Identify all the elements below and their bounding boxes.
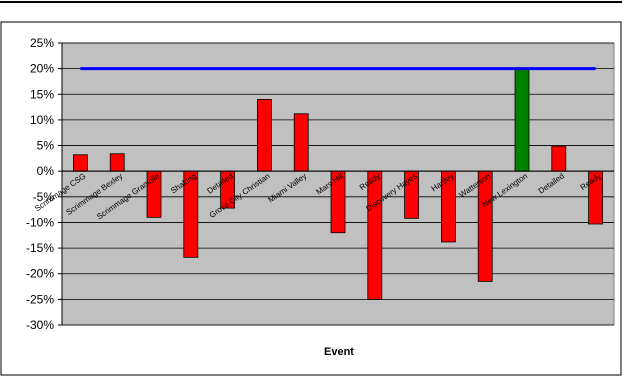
bar: [477, 170, 493, 282]
bar: [293, 113, 309, 172]
y-tick-label: 5%: [37, 139, 55, 153]
bar: [256, 99, 272, 172]
y-tick-label: -25%: [26, 292, 54, 306]
y-tick-label: -30%: [26, 318, 54, 332]
bar: [367, 170, 383, 300]
bar: [551, 145, 567, 172]
y-tick-label: 10%: [30, 113, 54, 127]
y-tick-label: -10%: [26, 215, 54, 229]
y-tick-label: 25%: [30, 36, 54, 50]
bar-highlight: [514, 68, 530, 172]
y-tick-label: -20%: [26, 267, 54, 281]
y-tick-label: 20%: [30, 62, 54, 76]
plot-area: [61, 42, 615, 326]
y-tick-label: 15%: [30, 87, 54, 101]
y-tick-label: -15%: [26, 241, 54, 255]
bar: [73, 154, 88, 172]
y-tick-label: -5%: [33, 190, 55, 204]
x-axis-title: Event: [324, 346, 354, 358]
y-tick-label: 0%: [37, 164, 55, 178]
y-axis: 25% 20% 15% 10% 5% 0% -5% -10% -15% -20% -25% -30%: [26, 36, 63, 332]
bar: [109, 153, 125, 172]
